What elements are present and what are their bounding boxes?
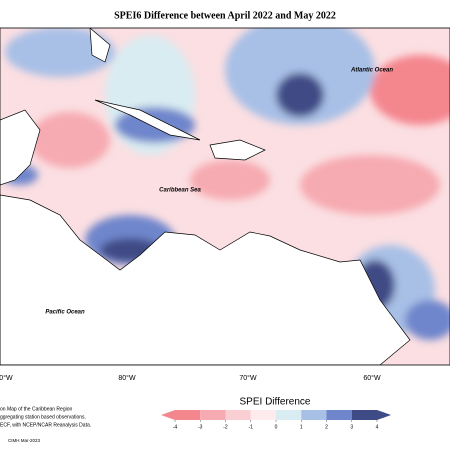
colorbar-tick-label: -3 [198,424,203,430]
colorbar-segment [276,410,302,420]
colorbar-extend [377,410,391,420]
colorbar-tick-label: -1 [249,424,254,430]
ocean-label: Pacific Ocean [45,310,85,316]
colorbar-tick-label: 4 [376,424,379,430]
colorbar-tick-label: 0 [275,424,278,430]
colorbar-segment [301,410,327,420]
colorbar-tick-label: 2 [325,424,328,430]
footnote: ECF, with NCEP/NCAR Reanalysis Data. [0,422,91,428]
colorbar: -4 -3 -2 -1 0 1 2 3 4 [161,410,391,430]
footnote: on Map of the Caribbean Region [0,406,72,412]
colorbar-tick-label: 1 [300,424,303,430]
colorbar-segment [250,410,276,420]
colorbar-segment [175,410,201,420]
sea-label: Caribbean Sea [159,188,201,194]
footnote: CIMH Mar-2023 [8,438,41,443]
map [0,28,450,365]
colorbar-segment [351,410,377,420]
map-frame [0,27,450,366]
colorbar-extend [161,410,175,420]
longitude-label: 60°W [363,374,381,382]
colorbar-tick-label: -2 [223,424,228,430]
legend-title: SPEI Difference [240,397,311,408]
ocean-label: Atlantic Ocean [350,68,393,74]
colorbar-segment [200,410,226,420]
longitude-label: 70°W [239,374,257,382]
longitude-label: 90°W [0,374,13,382]
colorbar-segment [326,410,352,420]
colorbar-tick-label: 3 [350,424,353,430]
colorbar-segment [225,410,251,420]
colorbar-tick-label: -4 [173,424,178,430]
title: SPEI6 Difference between April 2022 and … [114,10,336,21]
longitude-label: 80°W [118,374,136,382]
footnote: ggregating station based observations. [0,414,86,420]
